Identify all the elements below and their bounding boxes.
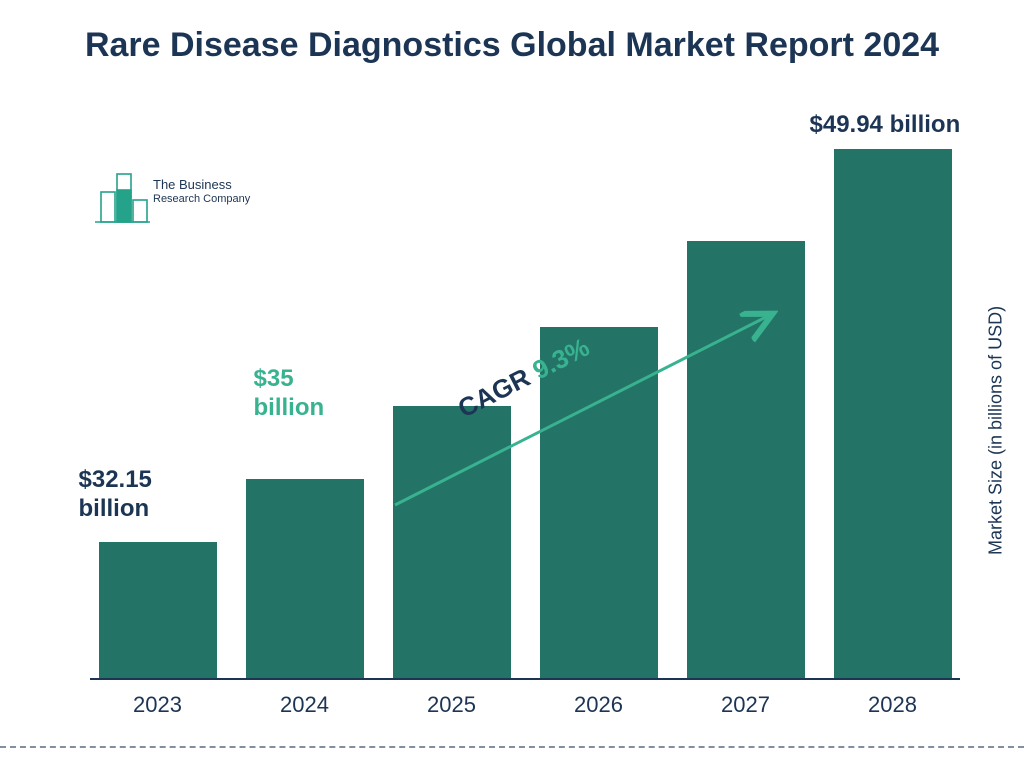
bar-2025 (393, 406, 511, 678)
x-label-2023: 2023 (133, 692, 182, 718)
chart-title: Rare Disease Diagnostics Global Market R… (0, 24, 1024, 67)
value-label-2028: $49.94 billion (810, 111, 961, 140)
bar-2024 (246, 479, 364, 678)
bottom-divider (0, 746, 1024, 748)
x-label-2026: 2026 (574, 692, 623, 718)
x-label-2024: 2024 (280, 692, 329, 718)
value-label-2024: $35 billion (254, 365, 325, 423)
x-label-2027: 2027 (721, 692, 770, 718)
bar-2027 (687, 241, 805, 678)
bar-2026 (540, 327, 658, 678)
chart-canvas: Rare Disease Diagnostics Global Market R… (0, 0, 1024, 768)
value-label-2023: $32.15 billion (79, 466, 152, 524)
x-label-2028: 2028 (868, 692, 917, 718)
x-label-2025: 2025 (427, 692, 476, 718)
x-axis-line (90, 678, 960, 680)
plot-area: 202320242025202620272028$32.15 billion$3… (90, 150, 960, 680)
bar-2023 (99, 542, 217, 678)
y-axis-label: Market Size (in billions of USD) (986, 180, 1006, 680)
cagr-arrow (90, 150, 960, 680)
bar-2028 (834, 149, 952, 678)
